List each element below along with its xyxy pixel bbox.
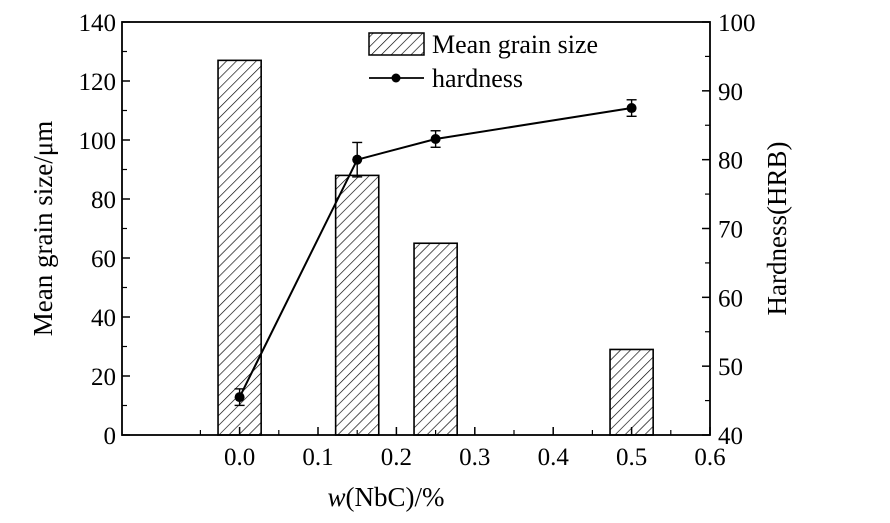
right-y-tick-label-3: 70 bbox=[718, 217, 743, 244]
left-y-tick-label-4: 80 bbox=[91, 187, 116, 214]
x-tick-label-4: 0.4 bbox=[538, 444, 570, 471]
hardness-point-3 bbox=[626, 103, 637, 114]
left-y-tick-label-1: 20 bbox=[91, 364, 116, 391]
left-y-tick-label-0: 0 bbox=[104, 423, 117, 450]
x-axis-title: w(NbC)/% bbox=[328, 482, 445, 512]
legend-line-label: hardness bbox=[432, 64, 523, 93]
x-tick-label-2: 0.2 bbox=[381, 444, 412, 471]
right-y-axis-title: Hardness(HRB) bbox=[762, 142, 792, 316]
right-y-tick-label-2: 60 bbox=[718, 285, 743, 312]
right-y-tick-label-6: 100 bbox=[718, 10, 756, 37]
x-axis-title-rest: (NbC)/% bbox=[346, 482, 445, 512]
left-y-tick-label-7: 140 bbox=[79, 10, 117, 37]
grain-size-bar-0 bbox=[217, 59, 262, 436]
right-y-tick-label-4: 80 bbox=[718, 148, 743, 175]
left-y-tick-label-3: 60 bbox=[91, 246, 116, 273]
left-y-tick-label-5: 100 bbox=[79, 128, 117, 155]
x-tick-label-0: 0.0 bbox=[224, 444, 255, 471]
x-tick-label-3: 0.3 bbox=[459, 444, 490, 471]
ticks-layer: 0.0 0.1 0.2 0.3 0.4 0.5 0.6 0 20 40 60 80 100 120 140 4… bbox=[79, 10, 756, 471]
hardness-point-2 bbox=[430, 134, 441, 145]
grain-size-bar-1 bbox=[334, 174, 380, 436]
left-y-tick-label-6: 120 bbox=[79, 69, 117, 96]
legend-bar-label: Mean grain size bbox=[432, 30, 598, 59]
grain-size-bar-2 bbox=[413, 242, 458, 436]
right-y-tick-label-1: 50 bbox=[718, 354, 743, 381]
legend: Mean grain size hardness bbox=[368, 30, 598, 93]
x-tick-label-1: 0.1 bbox=[302, 444, 333, 471]
right-y-tick-label-0: 40 bbox=[718, 423, 743, 450]
x-tick-label-5: 0.5 bbox=[616, 444, 647, 471]
hardness-point-1 bbox=[352, 154, 363, 165]
hardness-line bbox=[238, 107, 632, 398]
hardness-line-layer bbox=[234, 99, 637, 407]
grain-size-bar-3 bbox=[609, 348, 654, 436]
legend-line-marker bbox=[391, 73, 401, 83]
bars-layer bbox=[217, 59, 654, 436]
legend-bar-swatch bbox=[368, 32, 425, 56]
hardness-point-0 bbox=[234, 392, 245, 403]
right-y-tick-label-5: 90 bbox=[718, 79, 743, 106]
left-y-tick-label-2: 40 bbox=[91, 305, 116, 332]
left-y-axis-title: Mean grain size/μm bbox=[28, 121, 58, 336]
x-axis-title-italic: w bbox=[328, 482, 346, 512]
x-tick-label-6: 0.6 bbox=[694, 444, 725, 471]
